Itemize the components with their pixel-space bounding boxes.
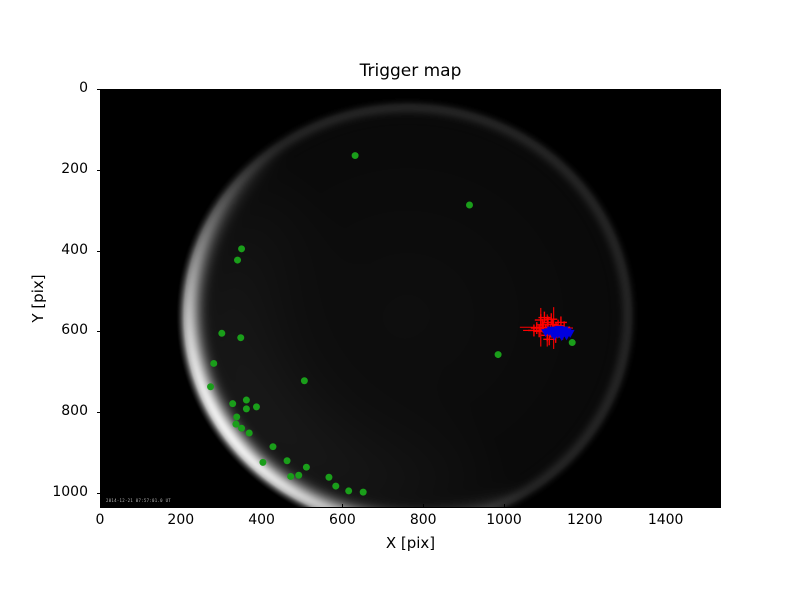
y-tick-mark [97, 169, 101, 171]
x-axis-label: X [pix] [385, 534, 436, 552]
series-triggers [207, 152, 576, 496]
x-tick-label: 0 [95, 512, 105, 528]
y-tick-label: 800 [61, 403, 88, 420]
y-tick-label: 200 [61, 160, 88, 177]
y-tick-mark [97, 331, 101, 333]
x-tick-label: 400 [248, 512, 275, 528]
y-axis-label: Y [pix] [29, 274, 47, 323]
y-tick-mark [97, 250, 101, 252]
x-tick-mark [261, 504, 263, 508]
plot-area[interactable]: 2014-12-21 07:57:01.0 UT [100, 89, 721, 508]
x-tick-mark [423, 504, 425, 508]
x-tick-mark [180, 504, 182, 508]
x-tick-label: 1200 [567, 512, 603, 528]
x-tick-label: 200 [167, 512, 195, 528]
y-tick-label: 1000 [52, 484, 88, 501]
marker-overlay [207, 152, 576, 496]
series-cluster-blue [541, 325, 575, 342]
y-tick-mark [97, 89, 101, 90]
page-title: Trigger map [359, 61, 462, 81]
x-tick-mark [584, 504, 586, 508]
x-tick-mark [342, 504, 344, 508]
y-tick-label: 0 [79, 80, 88, 96]
x-tick-label: 600 [329, 512, 356, 528]
y-tick-mark [97, 412, 101, 414]
x-tick-mark [100, 504, 101, 508]
y-tick-label: 600 [61, 322, 88, 339]
x-tick-label: 800 [409, 512, 437, 528]
x-tick-label: 1000 [486, 512, 522, 528]
x-tick-mark [665, 504, 667, 508]
x-tick-label: 1400 [647, 512, 684, 528]
y-tick-mark [97, 493, 101, 495]
x-tick-mark [504, 504, 506, 508]
y-tick-label: 400 [61, 241, 88, 258]
lunar-disk-image [101, 90, 720, 507]
image-timestamp-stamp: 2014-12-21 07:57:01.0 UT [106, 498, 171, 503]
